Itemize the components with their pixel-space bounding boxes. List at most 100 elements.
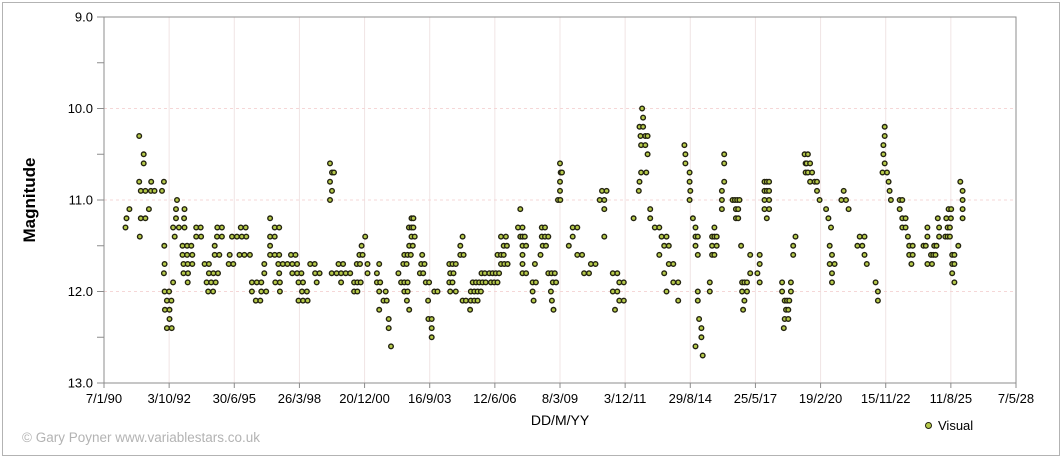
- data-point: [172, 215, 179, 222]
- data-point: [831, 261, 838, 268]
- data-point: [210, 288, 217, 295]
- data-point: [721, 151, 728, 158]
- data-point: [327, 160, 334, 167]
- data-point: [574, 251, 581, 258]
- data-point: [663, 233, 670, 240]
- data-point: [248, 279, 255, 286]
- data-point: [428, 316, 435, 323]
- data-point: [948, 206, 955, 213]
- data-point: [718, 187, 725, 194]
- data-point: [542, 224, 549, 231]
- data-point: [756, 279, 763, 286]
- data-point: [376, 288, 383, 295]
- data-point: [166, 316, 173, 323]
- data-point: [467, 306, 474, 313]
- data-point: [744, 279, 751, 286]
- data-point: [718, 196, 725, 203]
- data-point: [161, 261, 168, 268]
- data-point: [706, 288, 713, 295]
- data-point: [303, 288, 310, 295]
- x-tick-label: 8/3/09: [542, 391, 578, 406]
- data-point: [874, 288, 881, 295]
- data-point: [289, 261, 296, 268]
- data-point: [276, 224, 283, 231]
- data-point: [388, 343, 395, 350]
- data-point: [880, 151, 887, 158]
- data-point: [166, 288, 173, 295]
- data-point: [586, 270, 593, 277]
- data-point: [459, 233, 466, 240]
- data-point: [166, 306, 173, 313]
- data-point: [787, 279, 794, 286]
- data-point: [763, 215, 770, 222]
- x-axis-title: DD/M/YY: [530, 412, 590, 428]
- data-point: [205, 261, 212, 268]
- data-point: [189, 251, 196, 258]
- data-point: [814, 178, 821, 185]
- data-point: [785, 306, 792, 313]
- data-point: [936, 224, 943, 231]
- data-point: [929, 261, 936, 268]
- data-point: [826, 261, 833, 268]
- data-point: [163, 325, 170, 332]
- data-point: [640, 123, 647, 130]
- data-point: [242, 224, 249, 231]
- data-point: [881, 123, 888, 130]
- data-point: [477, 288, 484, 295]
- data-point: [884, 169, 891, 176]
- legend-label: Visual: [938, 418, 974, 433]
- data-point: [160, 178, 167, 185]
- data-point: [230, 261, 237, 268]
- data-point: [636, 178, 643, 185]
- data-point: [638, 169, 645, 176]
- data-point: [951, 251, 958, 258]
- data-point: [872, 279, 879, 286]
- data-point: [735, 206, 742, 213]
- data-point: [218, 224, 225, 231]
- data-point: [140, 160, 147, 167]
- y-axis-title: Magnitude: [20, 157, 39, 243]
- data-point: [395, 270, 402, 277]
- data-point: [181, 215, 188, 222]
- data-point: [825, 215, 832, 222]
- data-point: [904, 233, 911, 240]
- data-point: [601, 206, 608, 213]
- data-point: [450, 270, 457, 277]
- data-point: [426, 279, 433, 286]
- data-point: [828, 224, 835, 231]
- data-point: [184, 251, 191, 258]
- data-point: [233, 233, 240, 240]
- data-point: [881, 132, 888, 139]
- data-point: [766, 187, 773, 194]
- y-tick-label: 9.0: [75, 10, 93, 25]
- data-point: [377, 279, 384, 286]
- data-point: [785, 316, 792, 323]
- data-point: [553, 279, 560, 286]
- data-point: [142, 215, 149, 222]
- data-point: [304, 297, 311, 304]
- data-point: [856, 233, 863, 240]
- x-tick-label: 7/1/90: [86, 391, 122, 406]
- data-point: [537, 251, 544, 258]
- data-point: [385, 325, 392, 332]
- data-point: [276, 288, 283, 295]
- data-point: [908, 261, 915, 268]
- data-point: [614, 270, 621, 277]
- data-point: [271, 233, 278, 240]
- data-point: [523, 270, 530, 277]
- data-point: [692, 224, 699, 231]
- data-point: [498, 233, 505, 240]
- data-point: [428, 334, 435, 341]
- data-point: [718, 206, 725, 213]
- data-point: [711, 251, 718, 258]
- data-point: [665, 242, 672, 249]
- data-point: [699, 352, 706, 359]
- data-point: [218, 233, 225, 240]
- data-point: [460, 251, 467, 258]
- data-point: [675, 279, 682, 286]
- data-point: [197, 224, 204, 231]
- data-point: [404, 279, 411, 286]
- data-point: [739, 288, 746, 295]
- data-point: [863, 261, 870, 268]
